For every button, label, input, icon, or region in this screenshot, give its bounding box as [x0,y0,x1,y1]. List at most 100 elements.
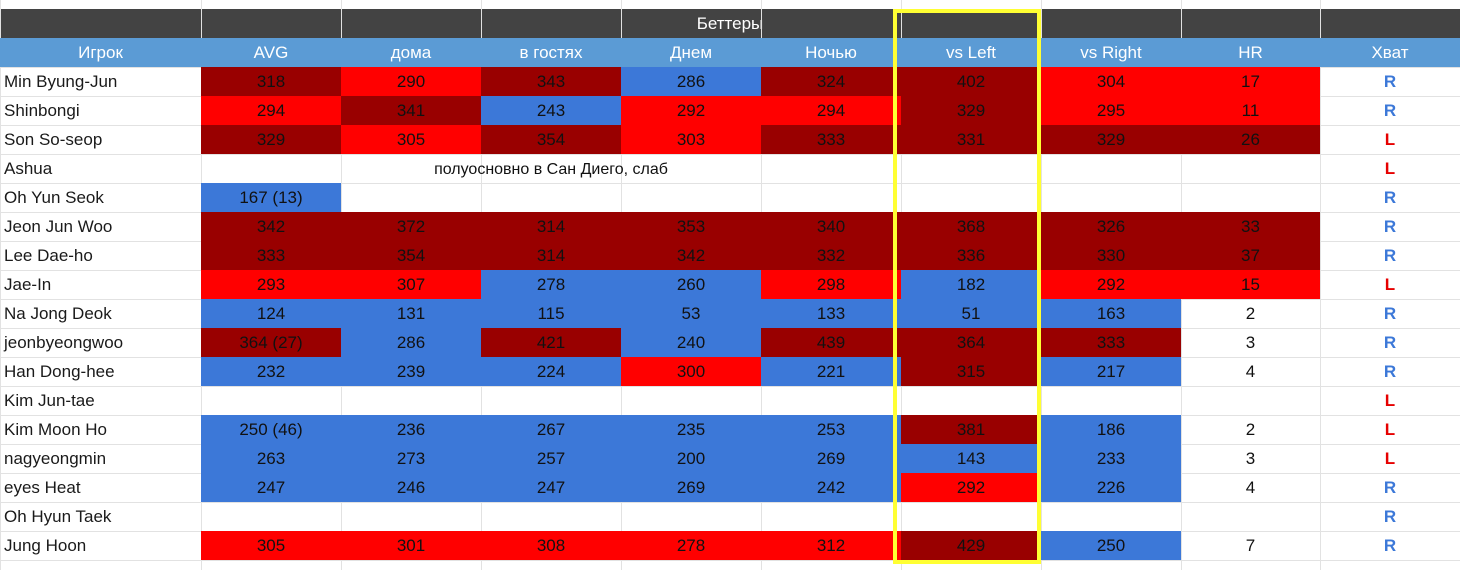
stat-cell-avg[interactable]: 124 [201,299,341,328]
stat-cell-hr[interactable]: 33 [1181,212,1320,241]
stat-cell-vs-left[interactable]: 402 [901,67,1041,96]
grip-cell[interactable]: R [1383,101,1397,120]
stat-cell-vs-left[interactable]: 336 [901,241,1041,270]
stat-cell-vs-left[interactable] [901,183,1041,212]
stat-cell-vs-left[interactable] [901,154,1041,183]
stat-cell-vs-left[interactable]: 292 [901,473,1041,502]
stat-cell-night[interactable] [761,502,901,531]
stat-cell-hr[interactable]: 15 [1181,270,1320,299]
stat-cell-avg[interactable]: 167 (13) [201,183,341,212]
stat-cell-home[interactable] [341,386,481,415]
player-name-cell[interactable]: Kim Moon Ho [4,420,107,439]
stat-cell-vs-left[interactable]: 329 [901,96,1041,125]
grip-cell[interactable]: R [1383,72,1397,91]
stat-cell-night[interactable]: 333 [761,125,901,154]
header-grip[interactable]: Хват [1320,38,1460,67]
stat-cell-away[interactable]: 115 [481,299,621,328]
stat-cell-hr[interactable]: 37 [1181,241,1320,270]
stat-cell-away[interactable]: 354 [481,125,621,154]
stat-cell-hr[interactable]: 26 [1181,125,1320,154]
stat-cell-home[interactable]: 239 [341,357,481,386]
stat-cell-night[interactable]: 221 [761,357,901,386]
stat-cell-hr[interactable]: 2 [1245,420,1256,439]
stat-cell-day[interactable]: 278 [621,531,761,560]
stat-cell-away[interactable]: 267 [481,415,621,444]
stat-cell-vs-right[interactable] [1041,183,1181,212]
stat-cell-vs-right[interactable]: 330 [1041,241,1181,270]
stat-cell-vs-right[interactable]: 304 [1041,67,1181,96]
player-name-cell[interactable]: Han Dong-hee [4,362,115,381]
stat-cell-vs-left[interactable] [901,386,1041,415]
stat-cell-vs-right[interactable] [1041,386,1181,415]
header-player[interactable]: Игрок [0,38,201,67]
stat-cell-hr[interactable]: 3 [1245,333,1256,352]
header-hr[interactable]: HR [1181,38,1320,67]
stat-cell-home[interactable]: 246 [341,473,481,502]
stat-cell-day[interactable] [621,386,761,415]
stat-cell-night[interactable]: 312 [761,531,901,560]
player-name-cell[interactable]: nagyeongmin [4,449,107,468]
grip-cell[interactable]: L [1384,391,1396,410]
grip-cell[interactable]: R [1383,188,1397,207]
stat-cell-day[interactable]: 53 [621,299,761,328]
stat-cell-night[interactable] [761,154,901,183]
player-name-cell[interactable]: Jae-In [4,275,52,294]
stat-cell-night[interactable]: 253 [761,415,901,444]
stat-cell-avg[interactable] [201,502,341,531]
header-home[interactable]: дома [341,38,481,67]
stat-cell-home[interactable]: 236 [341,415,481,444]
stat-cell-avg[interactable]: 329 [201,125,341,154]
stat-cell-night[interactable]: 269 [761,444,901,473]
stat-cell-day[interactable]: 300 [621,357,761,386]
stat-cell-away[interactable]: 314 [481,212,621,241]
header-vs-left[interactable]: vs Left [901,38,1041,67]
stat-cell-day[interactable]: 269 [621,473,761,502]
stat-cell-away[interactable] [481,502,621,531]
stat-cell-away[interactable]: 243 [481,96,621,125]
stat-cell-avg[interactable]: 342 [201,212,341,241]
stat-cell-day[interactable] [621,502,761,531]
stat-cell-avg[interactable]: 333 [201,241,341,270]
stat-cell-day[interactable]: 292 [621,96,761,125]
stat-cell-vs-right[interactable]: 295 [1041,96,1181,125]
stat-cell-vs-right[interactable]: 233 [1041,444,1181,473]
sheet-title[interactable]: Беттеры [696,14,764,33]
grip-cell[interactable]: L [1384,275,1396,294]
stat-cell-hr[interactable]: 3 [1245,449,1256,468]
stat-cell-hr[interactable]: 11 [1181,96,1320,125]
header-away[interactable]: в гостях [481,38,621,67]
stat-cell-hr[interactable] [1181,154,1320,183]
stat-cell-away[interactable]: 278 [481,270,621,299]
stat-cell-vs-left[interactable]: 381 [901,415,1041,444]
stat-cell-vs-right[interactable] [1041,154,1181,183]
stat-cell-hr[interactable]: 7 [1245,536,1256,555]
stat-cell-hr[interactable] [1181,502,1320,531]
stat-cell-night[interactable]: 298 [761,270,901,299]
stat-cell-night[interactable] [761,386,901,415]
stat-cell-home[interactable]: 305 [341,125,481,154]
stat-cell-avg[interactable]: 364 (27) [201,328,341,357]
stat-cell-night[interactable]: 294 [761,96,901,125]
player-name-cell[interactable]: Kim Jun-tae [4,391,95,410]
grip-cell[interactable]: R [1383,536,1397,555]
stat-cell-home[interactable]: 273 [341,444,481,473]
grip-cell[interactable]: R [1383,304,1397,323]
grip-cell[interactable]: R [1383,507,1397,526]
stat-cell-day[interactable]: 342 [621,241,761,270]
stat-cell-away[interactable]: 421 [481,328,621,357]
stat-cell-avg[interactable]: 250 (46) [201,415,341,444]
stat-cell-night[interactable]: 133 [761,299,901,328]
stat-cell-vs-left[interactable]: 143 [901,444,1041,473]
stat-cell-avg[interactable]: 318 [201,67,341,96]
stat-cell-avg[interactable]: 305 [201,531,341,560]
stat-cell-avg[interactable]: 247 [201,473,341,502]
grip-cell[interactable]: L [1384,159,1396,178]
stat-cell-avg[interactable]: 293 [201,270,341,299]
player-name-cell[interactable]: Shinbongi [4,101,80,120]
header-night[interactable]: Ночью [761,38,901,67]
stat-cell-home[interactable]: 372 [341,212,481,241]
stat-cell-avg[interactable]: 263 [201,444,341,473]
player-name-cell[interactable]: Na Jong Deok [4,304,112,323]
stat-cell-vs-right[interactable] [1041,502,1181,531]
stat-cell-away[interactable]: 247 [481,473,621,502]
